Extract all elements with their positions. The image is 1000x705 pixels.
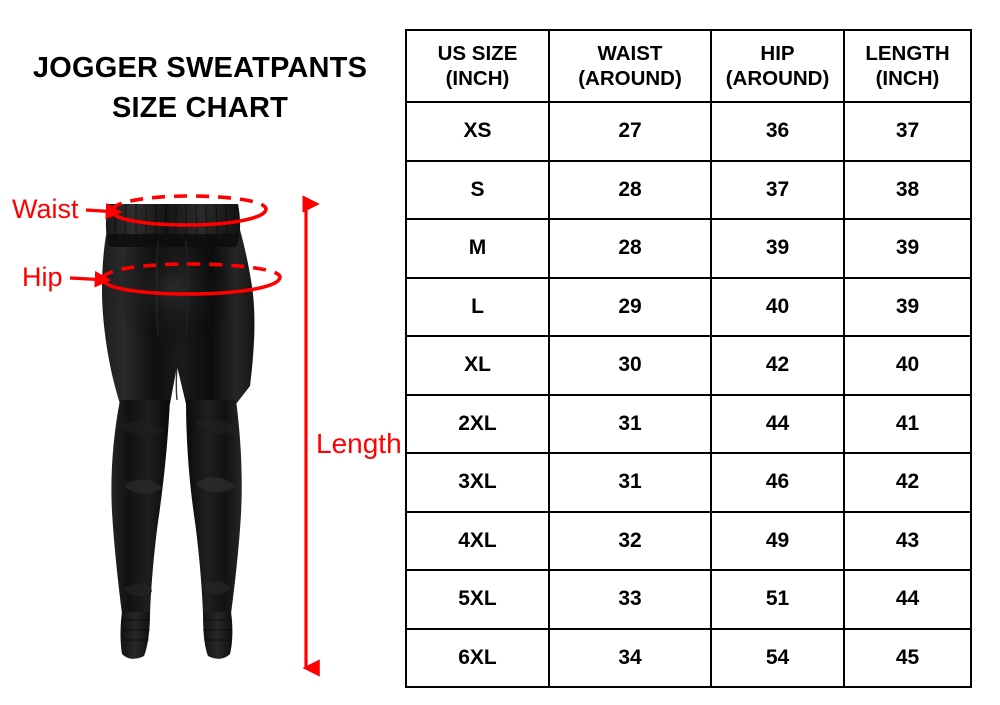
cell-hip: 51: [710, 569, 845, 630]
table-row: 6XL 34 54 45: [405, 627, 972, 688]
cell-waist: 28: [548, 159, 712, 220]
table-row: 3XL 31 46 42: [405, 452, 972, 513]
cell-waist: 34: [548, 627, 712, 688]
cell-waist: 32: [548, 510, 712, 571]
cell-length: 39: [843, 218, 972, 279]
cell-size: M: [405, 218, 550, 279]
column-header-length: LENGTH (INCH): [843, 29, 972, 103]
table-header-row: US SIZE (INCH) WAIST (AROUND) HIP (AROUN…: [405, 29, 972, 103]
cell-hip: 46: [710, 452, 845, 513]
size-chart-table-wrapper: US SIZE (INCH) WAIST (AROUND) HIP (AROUN…: [405, 29, 972, 688]
pants-left-leg: [111, 400, 170, 614]
length-label: Length: [316, 428, 402, 459]
cell-length: 39: [843, 276, 972, 337]
hip-label: Hip: [22, 262, 63, 292]
cell-length: 43: [843, 510, 972, 571]
table-row: 2XL 31 44 41: [405, 393, 972, 454]
page-title-line1: JOGGER SWEATPANTS: [32, 52, 368, 84]
jogger-sweatpants-illustration: [58, 190, 288, 680]
cell-size: 3XL: [405, 452, 550, 513]
table-row: L 29 40 39: [405, 276, 972, 337]
cell-waist: 31: [548, 393, 712, 454]
illustration-panel: JOGGER SWEATPANTS SIZE CHART: [0, 0, 402, 705]
cell-length: 42: [843, 452, 972, 513]
column-header-us-size: US SIZE (INCH): [405, 29, 550, 103]
cell-hip: 49: [710, 510, 845, 571]
column-header-line1: HIP: [760, 42, 795, 65]
cell-waist: 31: [548, 452, 712, 513]
size-chart-table: US SIZE (INCH) WAIST (AROUND) HIP (AROUN…: [405, 29, 972, 688]
cell-hip: 39: [710, 218, 845, 279]
cell-waist: 28: [548, 218, 712, 279]
column-header-line1: US SIZE: [437, 42, 518, 65]
page-title-line2: SIZE CHART: [112, 92, 288, 124]
table-row: 4XL 32 49 43: [405, 510, 972, 571]
cell-length: 37: [843, 101, 972, 162]
cell-hip: 40: [710, 276, 845, 337]
table-row: M 28 39 39: [405, 218, 972, 279]
cell-waist: 29: [548, 276, 712, 337]
cell-hip: 44: [710, 393, 845, 454]
table-row: XL 30 42 40: [405, 335, 972, 396]
cell-size: 4XL: [405, 510, 550, 571]
cell-hip: 36: [710, 101, 845, 162]
cell-hip: 54: [710, 627, 845, 688]
column-header-line2: (AROUND): [578, 67, 682, 90]
column-header-line2: (INCH): [875, 67, 940, 90]
cell-waist: 30: [548, 335, 712, 396]
column-header-hip: HIP (AROUND): [710, 29, 845, 103]
cell-size: S: [405, 159, 550, 220]
cell-size: 2XL: [405, 393, 550, 454]
cell-waist: 33: [548, 569, 712, 630]
cell-length: 38: [843, 159, 972, 220]
column-header-line1: WAIST: [597, 42, 663, 65]
column-header-line2: (AROUND): [725, 67, 830, 90]
cell-length: 45: [843, 627, 972, 688]
table-row: S 28 37 38: [405, 159, 972, 220]
column-header-line1: LENGTH: [865, 42, 950, 65]
cell-waist: 27: [548, 101, 712, 162]
cell-length: 41: [843, 393, 972, 454]
cell-hip: 37: [710, 159, 845, 220]
pants-right-leg: [186, 400, 242, 614]
cell-size: 6XL: [405, 627, 550, 688]
pants-left-cuff: [120, 612, 150, 659]
cell-size: 5XL: [405, 569, 550, 630]
cell-size: XS: [405, 101, 550, 162]
column-header-waist: WAIST (AROUND): [548, 29, 712, 103]
waist-label: Waist: [12, 194, 79, 224]
cell-length: 44: [843, 569, 972, 630]
table-row: XS 27 36 37: [405, 101, 972, 162]
cell-hip: 42: [710, 335, 845, 396]
cell-length: 40: [843, 335, 972, 396]
pants-right-cuff: [203, 612, 233, 659]
cell-size: XL: [405, 335, 550, 396]
page-title: JOGGER SWEATPANTS SIZE CHART: [0, 48, 400, 128]
table-row: 5XL 33 51 44: [405, 569, 972, 630]
cell-size: L: [405, 276, 550, 337]
column-header-line2: (INCH): [445, 67, 510, 90]
